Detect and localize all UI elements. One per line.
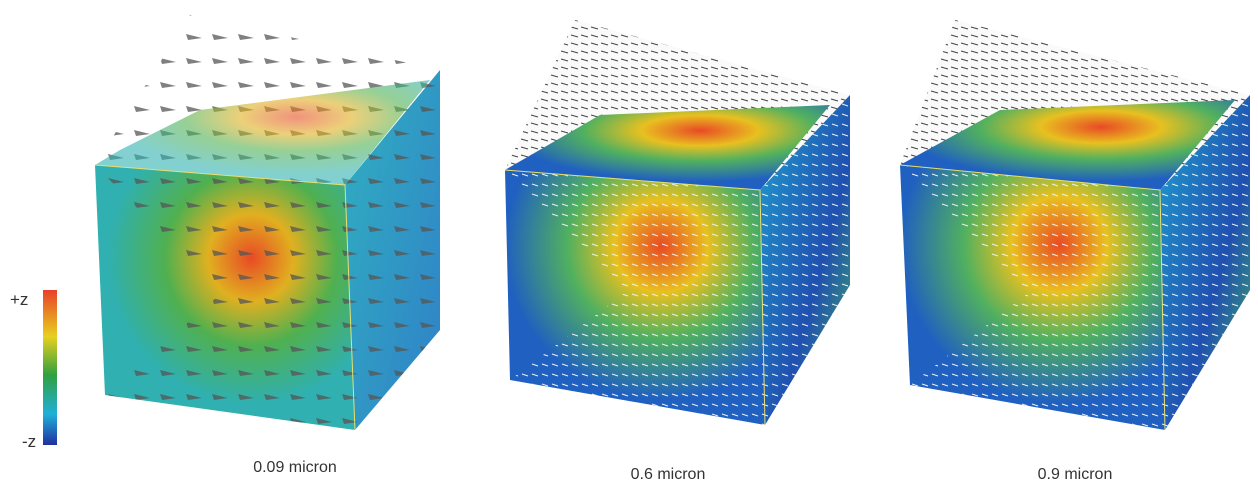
colorbar-bottom-label: -z xyxy=(22,432,36,451)
panel-label: 0.6 micron xyxy=(631,466,706,483)
figure: +z -z 0.09 micron 0.6 micron 0.9 micron xyxy=(0,0,1258,487)
colorbar-top-label: +z xyxy=(10,290,28,309)
colorbar: +z -z xyxy=(10,290,57,451)
cube-panel-3: 0.9 micron xyxy=(900,20,1250,483)
colorbar-scale xyxy=(43,290,57,445)
cube-panel-2: 0.6 micron xyxy=(505,20,850,483)
cube-panel-1: 0.09 micron xyxy=(95,15,440,476)
panel-label: 0.9 micron xyxy=(1038,466,1113,483)
panel-label: 0.09 micron xyxy=(253,459,337,476)
